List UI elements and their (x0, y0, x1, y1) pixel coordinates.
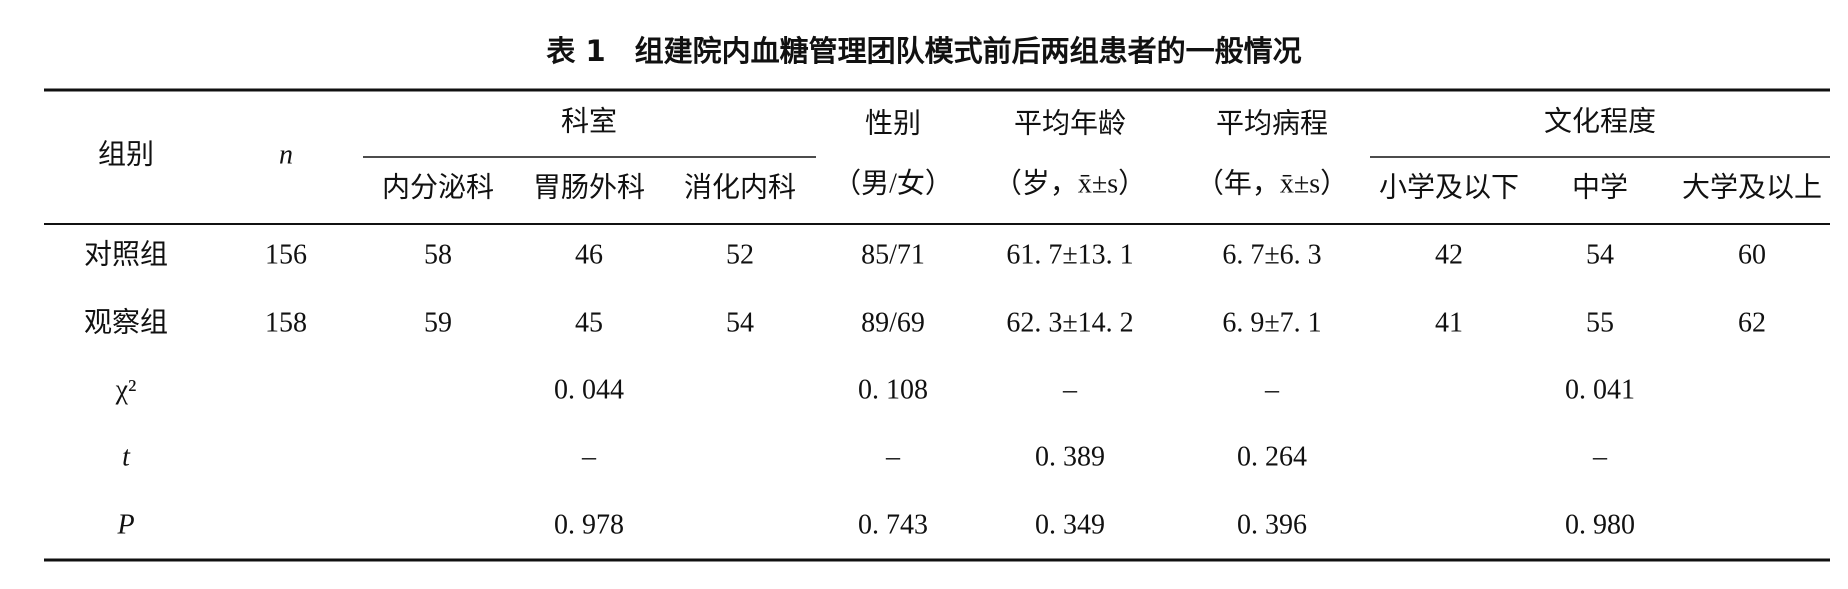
stat-label: χ² (115, 374, 137, 405)
header-cell: 平均病程 (1216, 107, 1328, 139)
cell: 60 (1738, 239, 1766, 270)
stat-cell: – (581, 441, 597, 472)
header-cell: 胃肠外科 (533, 171, 645, 203)
cell: 6. 7±6. 3 (1222, 239, 1321, 270)
cell: 61. 7±13. 1 (1006, 239, 1133, 270)
cell: 6. 9±7. 1 (1222, 307, 1321, 338)
stat-cell: 0. 396 (1237, 509, 1307, 540)
header-cell: 中学 (1572, 171, 1628, 203)
header-cell: 消化内科 (684, 171, 796, 203)
stat-cell: – (1264, 374, 1280, 405)
cell: 54 (726, 307, 754, 338)
title: 表 1 组建院内血糖管理团队模式前后两组患者的一般情况 (546, 34, 1301, 68)
cell: 85/71 (861, 239, 925, 270)
header-cell: 文化程度 (1544, 105, 1656, 137)
stat-cell: 0. 264 (1237, 441, 1307, 472)
cell: 62 (1738, 307, 1766, 338)
stat-cell: 0. 389 (1035, 441, 1105, 472)
stat-cell: 0. 108 (858, 374, 928, 405)
header-cell: （年，x̄±s） (1196, 167, 1348, 199)
cell: 55 (1586, 307, 1614, 338)
stat-cell: – (1592, 441, 1608, 472)
header-cell: n (279, 139, 293, 170)
header-cell: （岁，x̄±s） (994, 167, 1146, 199)
header-cell: 内分泌科 (382, 171, 494, 203)
stat-cell: 0. 349 (1035, 509, 1105, 540)
stat-label: t (122, 441, 131, 472)
cell: 52 (726, 239, 754, 270)
header-cell: 小学及以下 (1379, 171, 1519, 203)
header-cell: 组别 (98, 138, 154, 170)
stat-cell: 0. 978 (554, 509, 624, 540)
cell: 观察组 (84, 306, 168, 338)
header-cell: 性别 (865, 107, 921, 139)
cell: 156 (265, 239, 307, 270)
cell: 54 (1586, 239, 1614, 270)
stat-cell: 0. 044 (554, 374, 624, 405)
cell: 对照组 (84, 238, 168, 270)
cell: 45 (575, 307, 603, 338)
cell: 59 (424, 307, 452, 338)
stat-cell: – (885, 441, 901, 472)
stat-label: P (116, 509, 134, 540)
header-cell: 科室 (561, 105, 617, 137)
cell: 41 (1435, 307, 1463, 338)
cell: 158 (265, 307, 307, 338)
cell: 42 (1435, 239, 1463, 270)
header-cell: 平均年龄 (1014, 107, 1126, 139)
stat-cell: – (1062, 374, 1078, 405)
cell: 62. 3±14. 2 (1006, 307, 1133, 338)
cell: 89/69 (861, 307, 925, 338)
header-cell: 大学及以上 (1682, 171, 1822, 203)
stat-cell: 0. 980 (1565, 509, 1635, 540)
cell: 58 (424, 239, 452, 270)
cell: 46 (575, 239, 603, 270)
stat-cell: 0. 041 (1565, 374, 1635, 405)
header-cell: （男/女） (833, 167, 953, 199)
stat-cell: 0. 743 (858, 509, 928, 540)
